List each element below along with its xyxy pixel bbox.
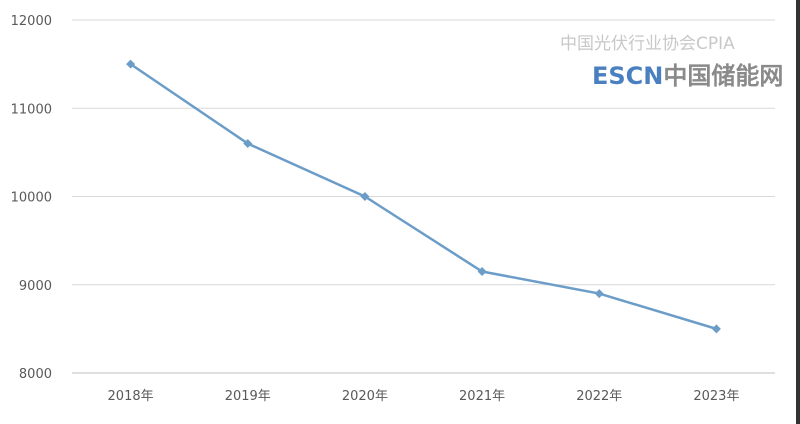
x-tick-label: 2020年 — [342, 389, 388, 404]
x-tick-label: 2018年 — [108, 389, 154, 404]
y-tick-label: 11000 — [11, 102, 52, 117]
data-point-marker — [477, 267, 487, 277]
data-point-marker — [126, 59, 136, 69]
data-point-marker — [594, 289, 604, 299]
data-point-marker — [711, 324, 721, 334]
data-point-marker — [360, 192, 370, 201]
data-point-marker — [243, 139, 253, 149]
window-edge — [796, 0, 800, 424]
x-tick-label: 2021年 — [459, 389, 505, 404]
cpia-watermark: 中国光伏行业协会CPIA — [560, 34, 735, 54]
y-tick-label: 12000 — [11, 14, 52, 29]
x-tick-label: 2022年 — [576, 389, 622, 404]
escn-latin: ESCN — [592, 62, 664, 90]
y-tick-label: 8000 — [19, 367, 52, 382]
y-tick-label: 9000 — [19, 279, 52, 294]
escn-watermark: ESCN中国储能网 — [592, 62, 783, 90]
x-tick-label: 2023年 — [693, 389, 739, 404]
y-tick-label: 10000 — [11, 191, 52, 206]
escn-cn: 中国储能网 — [663, 62, 784, 90]
x-tick-label: 2019年 — [225, 389, 271, 404]
series-line — [129, 63, 717, 331]
